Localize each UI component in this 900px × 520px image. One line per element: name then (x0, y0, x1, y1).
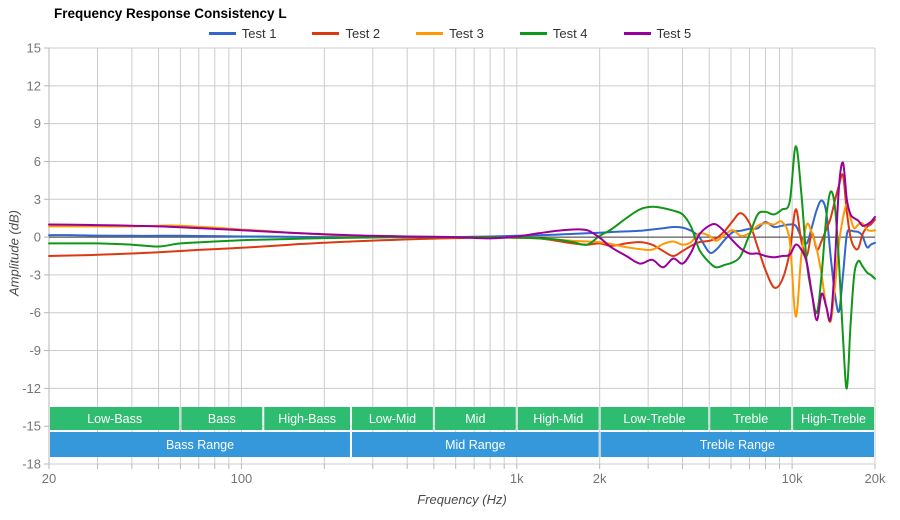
band-label: High-Mid (533, 412, 583, 426)
legend-item-label: Test 5 (656, 26, 692, 41)
series-line-test-1 (48, 199, 876, 314)
y-tick-label: 6 (34, 154, 41, 169)
x-tick-label: 2k (593, 471, 607, 486)
y-tick-label: -9 (29, 343, 41, 358)
y-tick-label: 9 (34, 116, 41, 131)
band-bar (710, 407, 792, 430)
y-tick-label: 3 (34, 192, 41, 207)
x-tick-label: 20k (865, 471, 886, 486)
legend-item-label: Test 3 (449, 26, 484, 41)
y-tick-label: -15 (22, 419, 41, 434)
range-label: Bass Range (166, 438, 234, 452)
x-tick-label: 20 (42, 471, 56, 486)
band-bar (181, 407, 263, 430)
range-bar (600, 432, 874, 457)
range-label: Treble Range (700, 438, 775, 452)
chart-title: Frequency Response Consistency L (54, 6, 287, 21)
legend-swatch (312, 32, 340, 35)
band-bar (517, 407, 599, 430)
series-line-test-5 (48, 161, 876, 322)
x-tick-label: 10k (782, 471, 803, 486)
band-label: Low-Treble (623, 412, 685, 426)
legend-item-test-5: Test 5 (623, 26, 692, 41)
legend-item-test-4: Test 4 (519, 26, 588, 41)
band-bar (352, 407, 433, 430)
series-line-test-4 (48, 145, 876, 390)
range-label: Mid Range (445, 438, 505, 452)
y-tick-label: 12 (27, 78, 41, 93)
legend-item-test-2: Test 2 (312, 26, 380, 41)
legend-swatch (416, 32, 444, 35)
y-tick-label: -12 (22, 381, 41, 396)
band-label: Mid (465, 412, 485, 426)
band-label: Low-Mid (369, 412, 416, 426)
band-bar (600, 407, 709, 430)
legend-item-test-1: Test 1 (208, 26, 277, 41)
band-label: Bass (208, 412, 236, 426)
series-line-test-3 (48, 203, 876, 324)
band-bar (434, 407, 516, 430)
x-axis-title: Frequency (Hz) (417, 492, 507, 507)
y-tick-label: 15 (27, 41, 41, 56)
range-bar (50, 432, 351, 457)
band-label: Treble (733, 412, 768, 426)
legend-swatch (519, 32, 547, 35)
y-tick-label: 0 (34, 230, 41, 245)
range-bar (352, 432, 599, 457)
legend-swatch (623, 32, 651, 35)
y-axis-title: Amplitude (dB) (6, 210, 22, 296)
legend-item-test-3: Test 3 (416, 26, 484, 41)
legend: Test 1 Test 2 Test 3 Test 4 Test 5 (24, 26, 876, 41)
band-bar (793, 407, 874, 430)
y-tick-label: -3 (29, 267, 41, 282)
y-tick-label: -6 (29, 305, 41, 320)
band-label: High-Treble (801, 412, 866, 426)
legend-item-label: Test 4 (552, 26, 588, 41)
legend-item-label: Test 2 (345, 26, 381, 41)
band-bar (264, 407, 351, 430)
y-tick-label: -18 (22, 457, 41, 472)
x-tick-label: 100 (231, 471, 253, 486)
legend-swatch (208, 32, 236, 35)
band-bar (50, 407, 180, 430)
legend-item-label: Test 1 (241, 26, 277, 41)
band-label: High-Bass (278, 412, 336, 426)
band-label: Low-Bass (87, 412, 142, 426)
x-tick-label: 1k (510, 471, 524, 486)
